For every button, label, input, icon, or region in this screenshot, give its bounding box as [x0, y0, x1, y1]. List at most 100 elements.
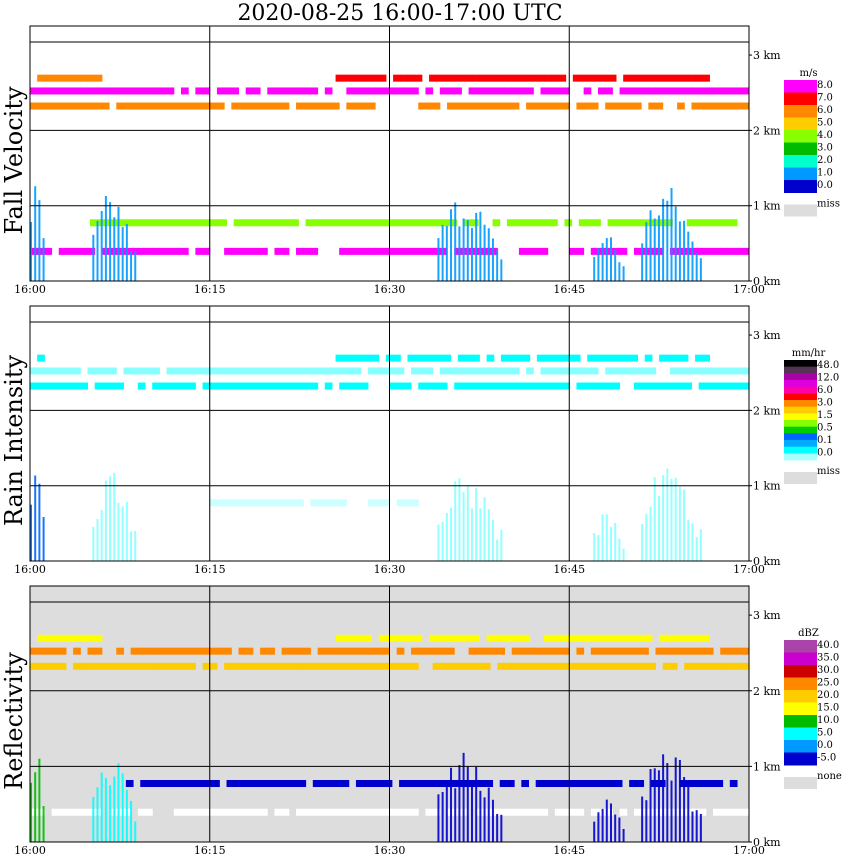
data-cell	[691, 647, 700, 655]
data-cell	[633, 808, 642, 816]
data-cell	[159, 87, 168, 95]
data-cell	[382, 647, 390, 655]
data-cell	[662, 87, 671, 95]
colorbar-miss-swatch	[784, 204, 817, 217]
data-cell	[727, 367, 736, 375]
echo-cell	[34, 475, 37, 561]
data-cell	[461, 102, 470, 110]
data-cell	[238, 499, 247, 507]
data-cell	[212, 780, 220, 788]
echo-cell	[670, 780, 673, 842]
colorbar-swatch	[784, 117, 817, 131]
data-cell	[353, 367, 362, 375]
data-cell	[569, 367, 577, 375]
data-cell	[526, 102, 534, 110]
data-cell	[145, 662, 153, 670]
colorbar-swatch	[784, 386, 817, 394]
data-cell	[389, 87, 398, 95]
echo-column	[641, 468, 702, 561]
data-cell	[274, 367, 283, 375]
data-cell	[518, 247, 527, 255]
echo-cell	[500, 529, 503, 561]
data-cell	[353, 87, 362, 95]
echo-cell	[34, 186, 37, 281]
data-cell	[30, 87, 38, 95]
data-cell	[677, 382, 685, 390]
data-cell	[590, 382, 599, 390]
data-cell	[607, 780, 616, 788]
echo-cell	[609, 237, 612, 281]
data-cell	[216, 87, 225, 95]
data-cell	[364, 354, 373, 362]
data-cell	[720, 662, 728, 670]
data-cell	[360, 647, 369, 655]
data-cell	[619, 102, 628, 110]
data-cell	[130, 662, 139, 670]
echo-column	[92, 763, 137, 842]
echo-cell	[109, 785, 112, 842]
echo-column	[437, 752, 503, 842]
data-cell	[281, 662, 290, 670]
data-band	[30, 662, 750, 670]
data-cell	[648, 247, 657, 255]
data-cell	[252, 662, 261, 670]
data-cell	[425, 102, 434, 110]
data-cell	[341, 219, 350, 227]
data-cell	[511, 382, 520, 390]
y-axis-label: Reflectivity	[0, 652, 28, 790]
data-cell	[708, 780, 716, 788]
data-cell	[274, 382, 283, 390]
data-cell	[44, 247, 53, 255]
data-cell	[252, 102, 261, 110]
data-cell	[414, 354, 423, 362]
data-cell	[190, 219, 199, 227]
echo-cell	[462, 218, 465, 281]
colorbar-unit: mm/hr	[792, 348, 826, 359]
data-cell	[698, 647, 707, 655]
data-cell	[209, 647, 218, 655]
echo-cell	[109, 202, 112, 281]
echo-cell	[601, 808, 604, 842]
data-cell	[396, 808, 405, 816]
data-cell	[154, 219, 163, 227]
data-cell	[684, 662, 692, 670]
data-cell	[608, 74, 617, 82]
data-cell	[571, 780, 580, 788]
data-cell	[540, 367, 549, 375]
data-cell	[492, 219, 501, 227]
data-cell	[464, 74, 473, 82]
echo-cell	[649, 506, 652, 561]
data-cell	[173, 808, 182, 816]
data-cell	[367, 102, 376, 110]
data-cell	[154, 780, 163, 788]
data-cell	[238, 647, 247, 655]
data-cell	[324, 367, 333, 375]
y-tick-label: 3 km	[753, 329, 781, 342]
data-cell	[619, 647, 628, 655]
data-cell	[30, 647, 38, 655]
data-cell	[342, 354, 351, 362]
data-cell	[468, 367, 477, 375]
data-cell	[312, 780, 321, 788]
data-cell	[238, 247, 247, 255]
data-cell	[475, 382, 484, 390]
data-cell	[94, 808, 103, 816]
data-cell	[202, 662, 211, 670]
data-cell	[540, 87, 549, 95]
echo-cell	[121, 227, 124, 281]
data-cell	[482, 367, 491, 375]
data-cell	[231, 662, 240, 670]
echo-cell	[662, 198, 665, 281]
data-cell	[583, 87, 592, 95]
data-cell	[342, 74, 351, 82]
data-cell	[339, 247, 347, 255]
data-cell	[515, 354, 524, 362]
data-cell	[454, 367, 462, 375]
data-cell	[140, 780, 148, 788]
data-cell	[245, 102, 254, 110]
data-cell	[296, 367, 304, 375]
data-cell	[357, 354, 365, 362]
data-cell	[87, 808, 96, 816]
echo-column	[30, 186, 45, 281]
data-cell	[202, 647, 211, 655]
